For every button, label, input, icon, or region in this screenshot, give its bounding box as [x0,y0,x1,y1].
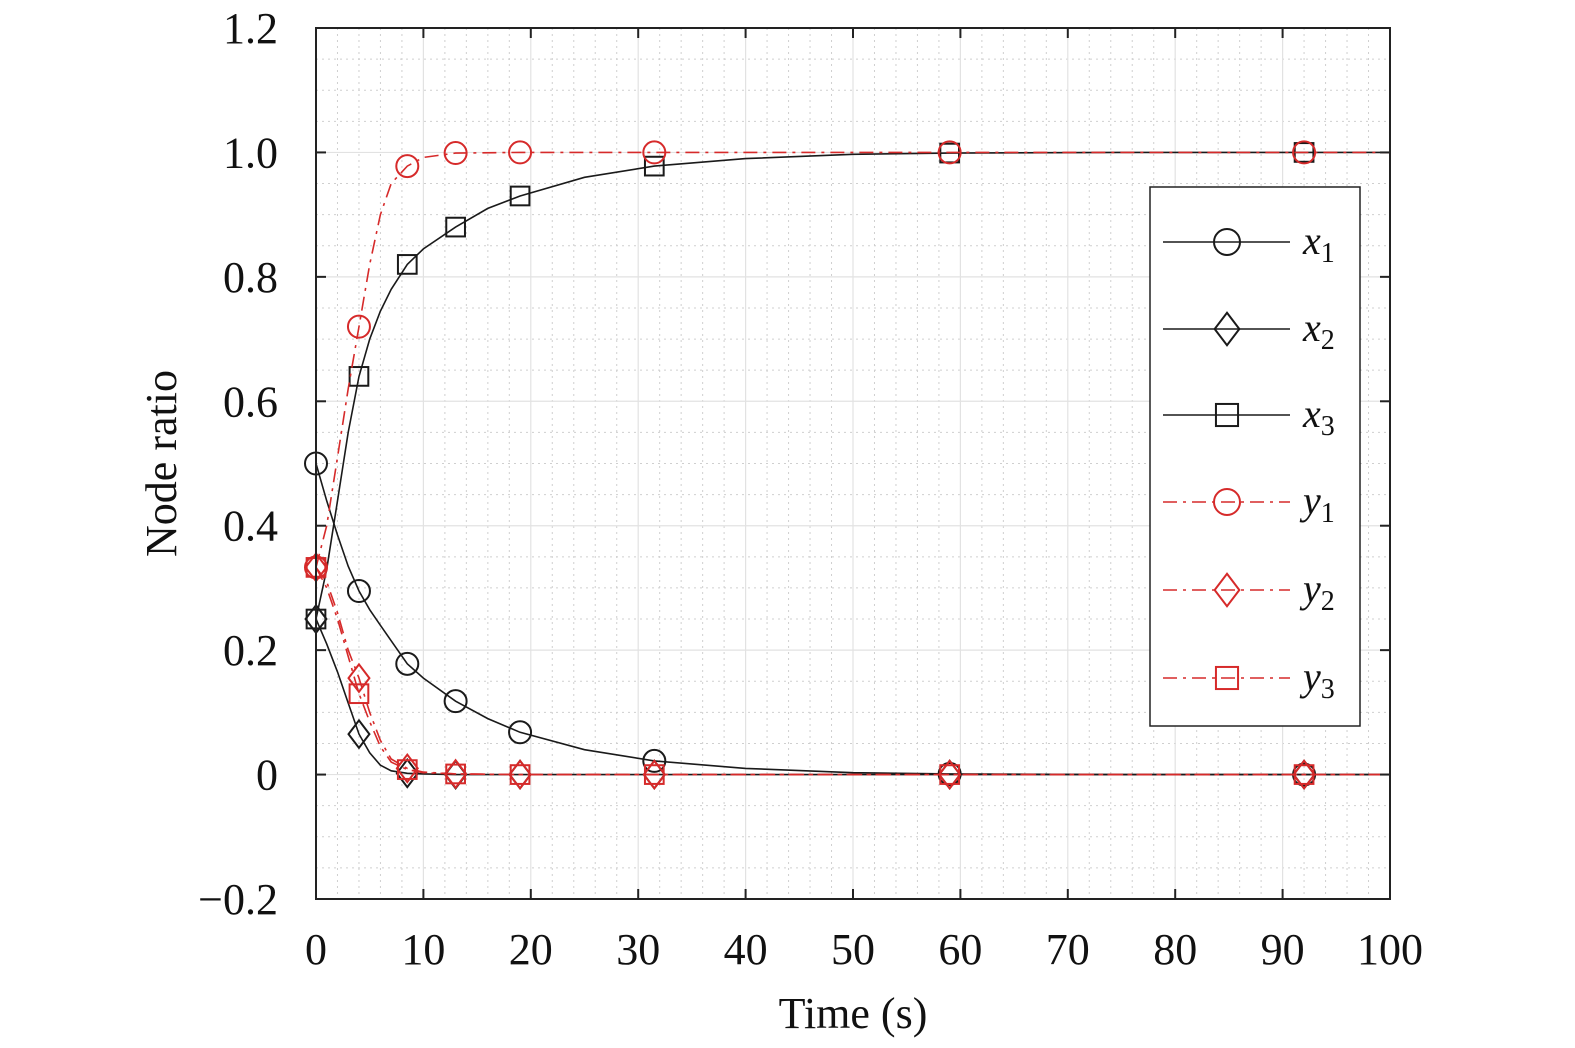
data-point-x3 [509,185,531,207]
x-tick-label: 50 [831,925,875,974]
legend-marker [1213,572,1241,608]
legend-item-y3: y3 [1163,654,1335,705]
x-tick-label: 70 [1046,925,1090,974]
data-point-x3 [643,155,665,177]
data-point-x2 [347,718,371,750]
x-tick-label: 80 [1153,925,1197,974]
legend-label-subscript: 2 [1321,586,1335,617]
x-tick-label: 30 [616,925,660,974]
data-point-y1 [937,140,962,165]
data-point-y1 [642,140,667,165]
data-point-y3 [396,759,418,780]
data-point-y2 [395,752,419,784]
x-tick-label: 100 [1357,925,1423,974]
legend-item-y2: y2 [1163,566,1335,617]
legend-label: y3 [1299,654,1335,705]
legend-marker [1213,311,1241,347]
data-point-y1 [346,314,371,339]
axis-ticks: 0 10 20 30 40 50 60 70 80 90 100 −0.2 0 0.2 0.4 0.6 0.8 1… [198,4,1423,974]
x-tick-label: 0 [305,925,327,974]
data-point-y2 [1292,759,1316,790]
legend-label-subscript: 3 [1321,411,1335,442]
legend-label-subscript: 1 [1321,238,1335,269]
series-x3 [305,142,1390,630]
data-point-x1 [346,579,371,604]
series-line-x1 [315,463,1390,776]
data-point-y1 [443,141,468,166]
data-point-y2 [642,759,667,790]
data-point-y2 [937,759,962,790]
data-point-x3 [445,216,466,238]
series-line-y1 [315,151,1390,568]
legend-label-subscript: 1 [1321,498,1335,529]
data-point-y2 [508,759,532,790]
data-point-x1 [508,720,533,745]
y-tick-label: 0.8 [223,253,278,302]
data-point-y3 [643,764,665,785]
legend-marker [1214,402,1240,428]
legend-label-subscript: 2 [1321,325,1335,356]
legend-box [1149,186,1361,727]
legend-label: y2 [1299,566,1335,617]
x-tick-label: 60 [938,925,982,974]
y-tick-label: 1.2 [223,4,278,53]
x-tick-label: 20 [509,925,553,974]
y-tick-label: 0.4 [223,502,278,551]
data-point-y3 [348,683,370,705]
plot-series [304,140,1390,790]
y-tick-label: 0.2 [223,626,278,675]
series-line-x3 [315,151,1390,620]
y-tick-label: 1.0 [223,128,278,177]
x-tick-label: 40 [724,925,768,974]
data-point-y2 [347,662,371,694]
data-point-x3 [396,254,418,275]
data-point-y3 [939,764,961,785]
y-tick-label: 0.6 [223,377,278,426]
y-tick-label: −0.2 [198,875,278,924]
x-tick-label: 10 [401,925,445,974]
data-point-y3 [509,764,531,785]
data-point-x1 [642,748,667,773]
legend-marker [1214,665,1240,691]
data-point-x2 [395,757,419,789]
series-line-y3 [315,567,1390,776]
data-point-y3 [445,763,466,785]
data-point-y1 [1292,140,1317,165]
data-point-y2 [443,758,468,790]
data-point-y3 [1293,764,1315,785]
x-tick-label: 90 [1261,925,1305,974]
legend-marker [1213,228,1241,256]
y-axis-label: Node ratio [137,370,186,557]
data-point-x1 [395,651,420,676]
data-point-y1 [508,140,533,165]
data-point-y1 [395,154,420,179]
y-tick-label: 0 [256,751,278,800]
x-axis-label: Time (s) [779,989,928,1038]
legend-marker [1213,488,1241,516]
data-point-x1 [443,689,468,714]
legend-label-subscript: 3 [1321,674,1335,705]
